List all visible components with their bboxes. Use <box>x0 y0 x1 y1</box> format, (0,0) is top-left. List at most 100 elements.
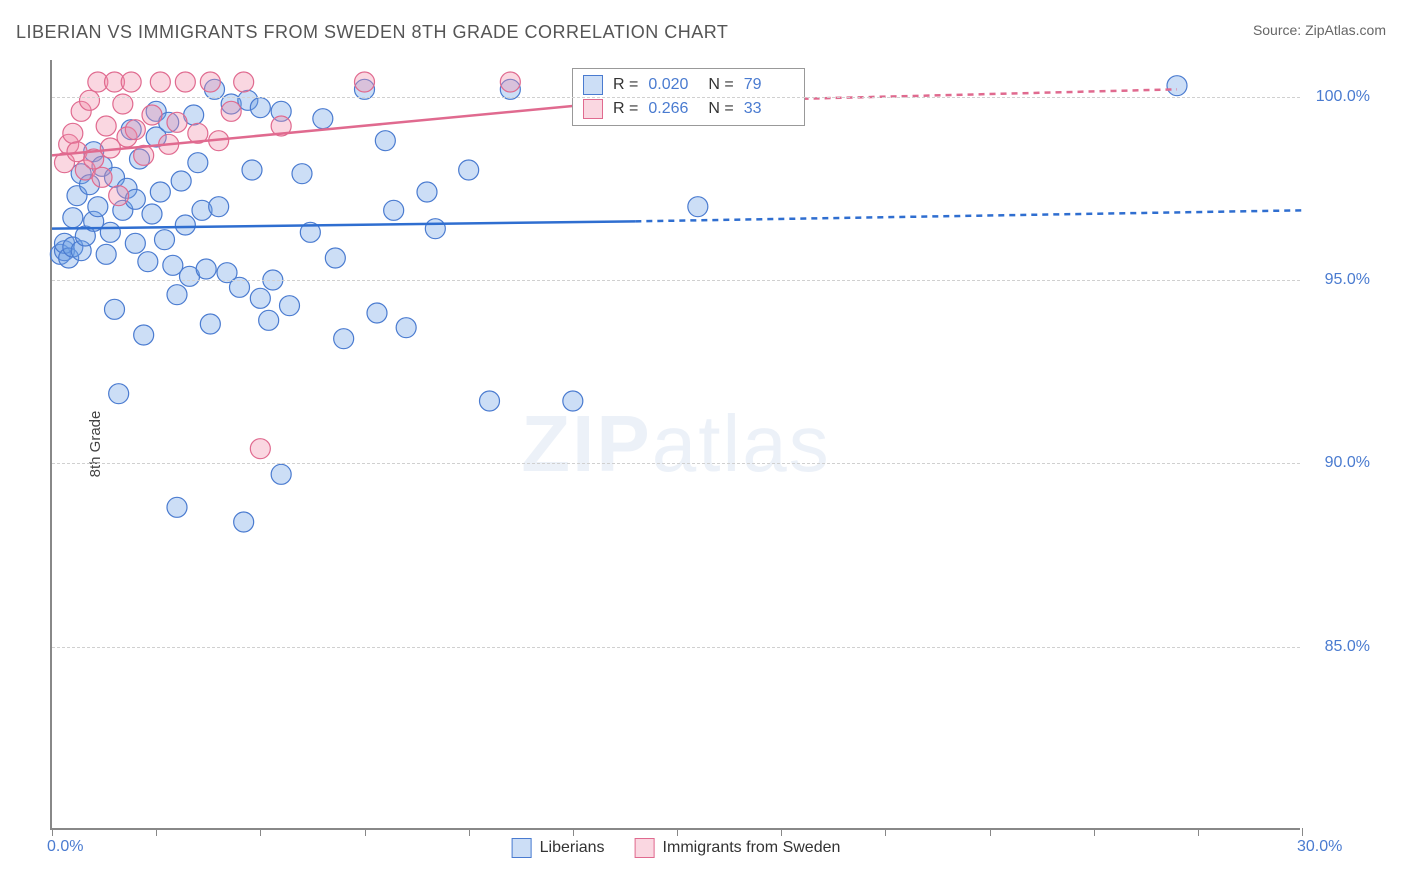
data-point <box>563 391 583 411</box>
data-point <box>167 285 187 305</box>
x-tick <box>469 828 470 836</box>
n-value-2: 33 <box>744 100 794 118</box>
data-point <box>325 248 345 268</box>
data-point <box>221 101 241 121</box>
legend-item-sweden: Immigrants from Sweden <box>635 838 841 858</box>
y-tick-label: 90.0% <box>1325 454 1370 472</box>
legend-series: Liberians Immigrants from Sweden <box>512 838 841 858</box>
data-point <box>459 160 479 180</box>
x-tick <box>1198 828 1199 836</box>
data-point <box>167 497 187 517</box>
data-point <box>63 123 83 143</box>
x-tick <box>365 828 366 836</box>
x-tick <box>573 828 574 836</box>
data-point <box>280 296 300 316</box>
x-tick <box>52 828 53 836</box>
r-value-2: 0.266 <box>648 100 698 118</box>
data-point <box>88 197 108 217</box>
data-point <box>384 200 404 220</box>
chart-title: LIBERIAN VS IMMIGRANTS FROM SWEDEN 8TH G… <box>16 22 728 43</box>
data-point <box>480 391 500 411</box>
data-point <box>171 171 191 191</box>
chart-svg <box>52 60 1300 828</box>
legend-square-blue-icon <box>583 75 603 95</box>
n-value-1: 79 <box>744 76 794 94</box>
legend-stats-row-1: R = 0.020 N = 79 <box>583 73 794 97</box>
x-tick <box>156 828 157 836</box>
data-point <box>250 288 270 308</box>
legend-item-liberians: Liberians <box>512 838 605 858</box>
gridline-h <box>52 280 1300 281</box>
legend-square-pink-icon <box>583 99 603 119</box>
data-point <box>155 230 175 250</box>
data-point <box>292 164 312 184</box>
r-value-1: 0.020 <box>648 76 698 94</box>
r-label-1: R = <box>613 76 638 94</box>
data-point <box>63 208 83 228</box>
data-point <box>196 259 216 279</box>
legend-label-sweden: Immigrants from Sweden <box>663 839 841 857</box>
plot-area: 8th Grade ZIPatlas R = 0.020 N = 79 R = … <box>50 60 1300 830</box>
data-point <box>150 182 170 202</box>
data-point <box>417 182 437 202</box>
data-point <box>188 153 208 173</box>
gridline-h <box>52 463 1300 464</box>
data-point <box>109 384 129 404</box>
data-point <box>142 204 162 224</box>
data-point <box>96 244 116 264</box>
data-point <box>142 105 162 125</box>
y-tick-label: 95.0% <box>1325 271 1370 289</box>
x-tick <box>1302 828 1303 836</box>
data-point <box>134 325 154 345</box>
data-point <box>150 72 170 92</box>
data-point <box>175 72 195 92</box>
x-tick <box>781 828 782 836</box>
data-point <box>200 72 220 92</box>
x-tick <box>885 828 886 836</box>
data-point <box>96 116 116 136</box>
data-point <box>425 219 445 239</box>
x-tick <box>677 828 678 836</box>
data-point <box>242 160 262 180</box>
gridline-h <box>52 97 1300 98</box>
data-point <box>200 314 220 334</box>
x-tick <box>1094 828 1095 836</box>
data-point <box>209 197 229 217</box>
r-label-2: R = <box>613 100 638 118</box>
trend-line <box>52 221 635 228</box>
source-attribution: Source: ZipAtlas.com <box>1253 22 1386 38</box>
legend-label-liberians: Liberians <box>540 839 605 857</box>
data-point <box>234 72 254 92</box>
x-tick <box>990 828 991 836</box>
data-point <box>1167 76 1187 96</box>
data-point <box>313 109 333 129</box>
data-point <box>80 90 100 110</box>
data-point <box>167 112 187 132</box>
data-point <box>250 98 270 118</box>
y-tick-label: 85.0% <box>1325 638 1370 656</box>
data-point <box>259 310 279 330</box>
data-point <box>175 215 195 235</box>
n-label-1: N = <box>708 76 733 94</box>
data-point <box>355 72 375 92</box>
data-point <box>500 72 520 92</box>
legend-square-liberians-icon <box>512 838 532 858</box>
x-tick-label: 30.0% <box>1297 838 1342 856</box>
data-point <box>334 329 354 349</box>
n-label-2: N = <box>708 100 733 118</box>
data-point <box>92 167 112 187</box>
data-point <box>138 252 158 272</box>
data-point <box>105 299 125 319</box>
data-point <box>125 120 145 140</box>
data-point <box>271 464 291 484</box>
data-point <box>688 197 708 217</box>
legend-stats-row-2: R = 0.266 N = 33 <box>583 97 794 121</box>
y-tick-label: 100.0% <box>1316 88 1370 106</box>
data-point <box>396 318 416 338</box>
data-point <box>125 233 145 253</box>
data-point <box>234 512 254 532</box>
data-point <box>100 222 120 242</box>
x-tick-label: 0.0% <box>47 838 83 856</box>
gridline-h <box>52 647 1300 648</box>
legend-square-sweden-icon <box>635 838 655 858</box>
